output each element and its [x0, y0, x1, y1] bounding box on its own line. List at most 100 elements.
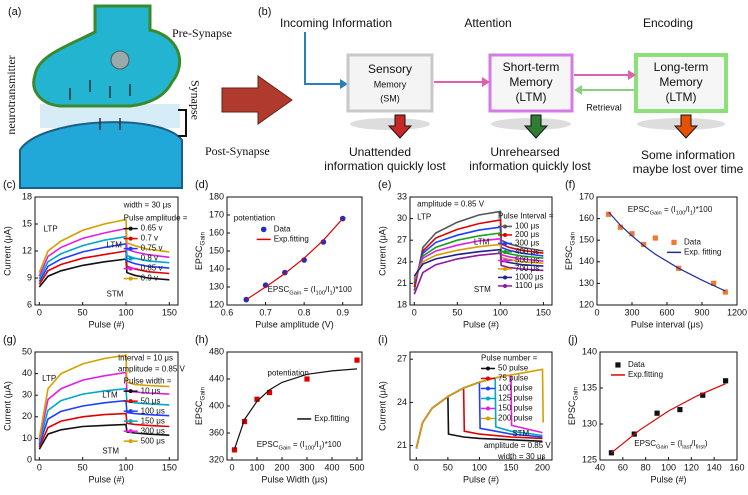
series-line [38, 371, 170, 441]
y-tick-label: 140 [582, 346, 597, 356]
point [700, 392, 706, 398]
arrowhead [340, 79, 348, 89]
point [641, 241, 647, 248]
annotation: EPSCGain = (Ilast/Ifirst) [634, 439, 708, 450]
y-axis-label: EPSCGain [567, 387, 579, 426]
neurotransmitter-label: neurotransmitter [4, 55, 18, 134]
series-line [413, 219, 544, 288]
point [617, 224, 623, 230]
annotation: STM [474, 285, 491, 294]
box-text: Sensory [368, 62, 412, 76]
down-arrow [523, 114, 549, 139]
y-axis-label: EPSCGain [564, 232, 576, 271]
series-line [38, 412, 170, 448]
long-box [634, 53, 728, 113]
x-tick-label: 150 [162, 462, 177, 472]
series-line [413, 237, 544, 281]
annotation-part: Gain [278, 445, 290, 451]
annotation: EPSCGain = (I100/I1)*100 [628, 205, 713, 216]
x-tick-label: 80 [641, 462, 651, 472]
y-tick-label: 180 [209, 191, 224, 201]
x-tick-label: 150 [536, 307, 551, 317]
annotation: LTP [42, 374, 56, 383]
legend-label: 500 μs [141, 436, 165, 445]
y-tick-label: 0 [27, 454, 32, 464]
y-tick-label: 9 [27, 272, 32, 282]
legend-label: 0.7 v [141, 234, 158, 243]
incoming: Incoming Information [280, 16, 392, 30]
x-tick-label: 50 [452, 307, 462, 317]
point [722, 289, 728, 295]
annotation-part: Gain [289, 290, 301, 296]
annotation: amplitude = 0.85 V [484, 441, 552, 450]
legend-marker [128, 236, 133, 241]
pre-label: Pre-Synapse [172, 26, 232, 40]
x-axis-label: Pulse amplitude (V) [255, 319, 334, 329]
series-line [413, 243, 544, 278]
legend-label: 0.8 v [141, 254, 158, 263]
panel-label: (j) [568, 334, 578, 346]
x-tick-label: 400 [324, 462, 339, 472]
x-tick-label: 50 [78, 462, 88, 472]
x-tick-label: 0 [37, 307, 42, 317]
pre-synapse [32, 4, 182, 108]
legend-marker [128, 246, 133, 251]
lost-text: information quickly lost [469, 159, 591, 173]
y-tick-label: 170 [579, 191, 594, 201]
legend-marker [503, 275, 508, 280]
y-tick-label: 24 [397, 256, 407, 266]
legend-marker [486, 376, 490, 381]
arrow [221, 75, 293, 125]
annotation-part: 1 [330, 290, 333, 296]
legend-label: Data [274, 225, 291, 234]
annotation-part: 100 [305, 445, 315, 451]
legend-label: 0.85 v [141, 264, 163, 273]
annotation: STM [512, 429, 529, 438]
legend-marker [128, 399, 133, 404]
legend-marker [503, 258, 508, 263]
legend-label: Exp.fitting [314, 414, 349, 423]
lost-text: Unrehearsed [490, 145, 559, 159]
annotation-part: EPSC [257, 440, 279, 449]
legend-title: Pulse width = [124, 376, 172, 385]
legend-marker [503, 249, 508, 254]
legend-label: 400 μs [515, 247, 539, 256]
x-tick-label: 300 [624, 307, 639, 317]
series-line [413, 252, 544, 295]
series-line [38, 354, 170, 439]
annotation: potentiation [234, 214, 275, 223]
legend-label: 50 pulse [498, 364, 529, 373]
legend-marker [128, 439, 133, 444]
y-tick-label: 27 [397, 235, 407, 245]
series-group [415, 368, 544, 449]
series-line [413, 248, 544, 277]
legend-label: 10 μs [141, 386, 161, 395]
x-tick-label: 0.6 [221, 307, 234, 317]
annotation: STM [107, 289, 124, 298]
x-tick-label: 60 [618, 462, 628, 472]
box-text: (SM) [380, 93, 400, 103]
panel-label: (a) [8, 6, 21, 18]
x-tick-label: 900 [694, 307, 709, 317]
point [320, 239, 327, 245]
legend-label: 0.9 v [141, 274, 158, 283]
box-text: (LTM) [665, 90, 696, 104]
legend-label: 200 μs [515, 230, 539, 239]
legend-marker [503, 266, 508, 271]
attention: Attention [464, 16, 511, 30]
annotation: amplitude = 0.85 V [417, 200, 485, 209]
series-line [413, 232, 544, 283]
lost-text: information quickly lost [324, 159, 446, 173]
annotation-part: = (I [668, 439, 682, 448]
annotation: EPSCGain = (I100/I1)*100 [257, 440, 342, 451]
panel-label: (c) [3, 179, 16, 191]
annotation-part: EPSC [268, 285, 290, 294]
y-tick-label: 130 [209, 281, 224, 291]
encoding: Encoding [643, 16, 693, 30]
point [304, 376, 310, 382]
annotation-part: /I [685, 205, 689, 214]
x-axis-label: Pulse (#) [463, 474, 499, 484]
legend-label: Data [628, 360, 645, 369]
series-line [245, 218, 344, 301]
x-tick-label: 0 [414, 462, 419, 472]
